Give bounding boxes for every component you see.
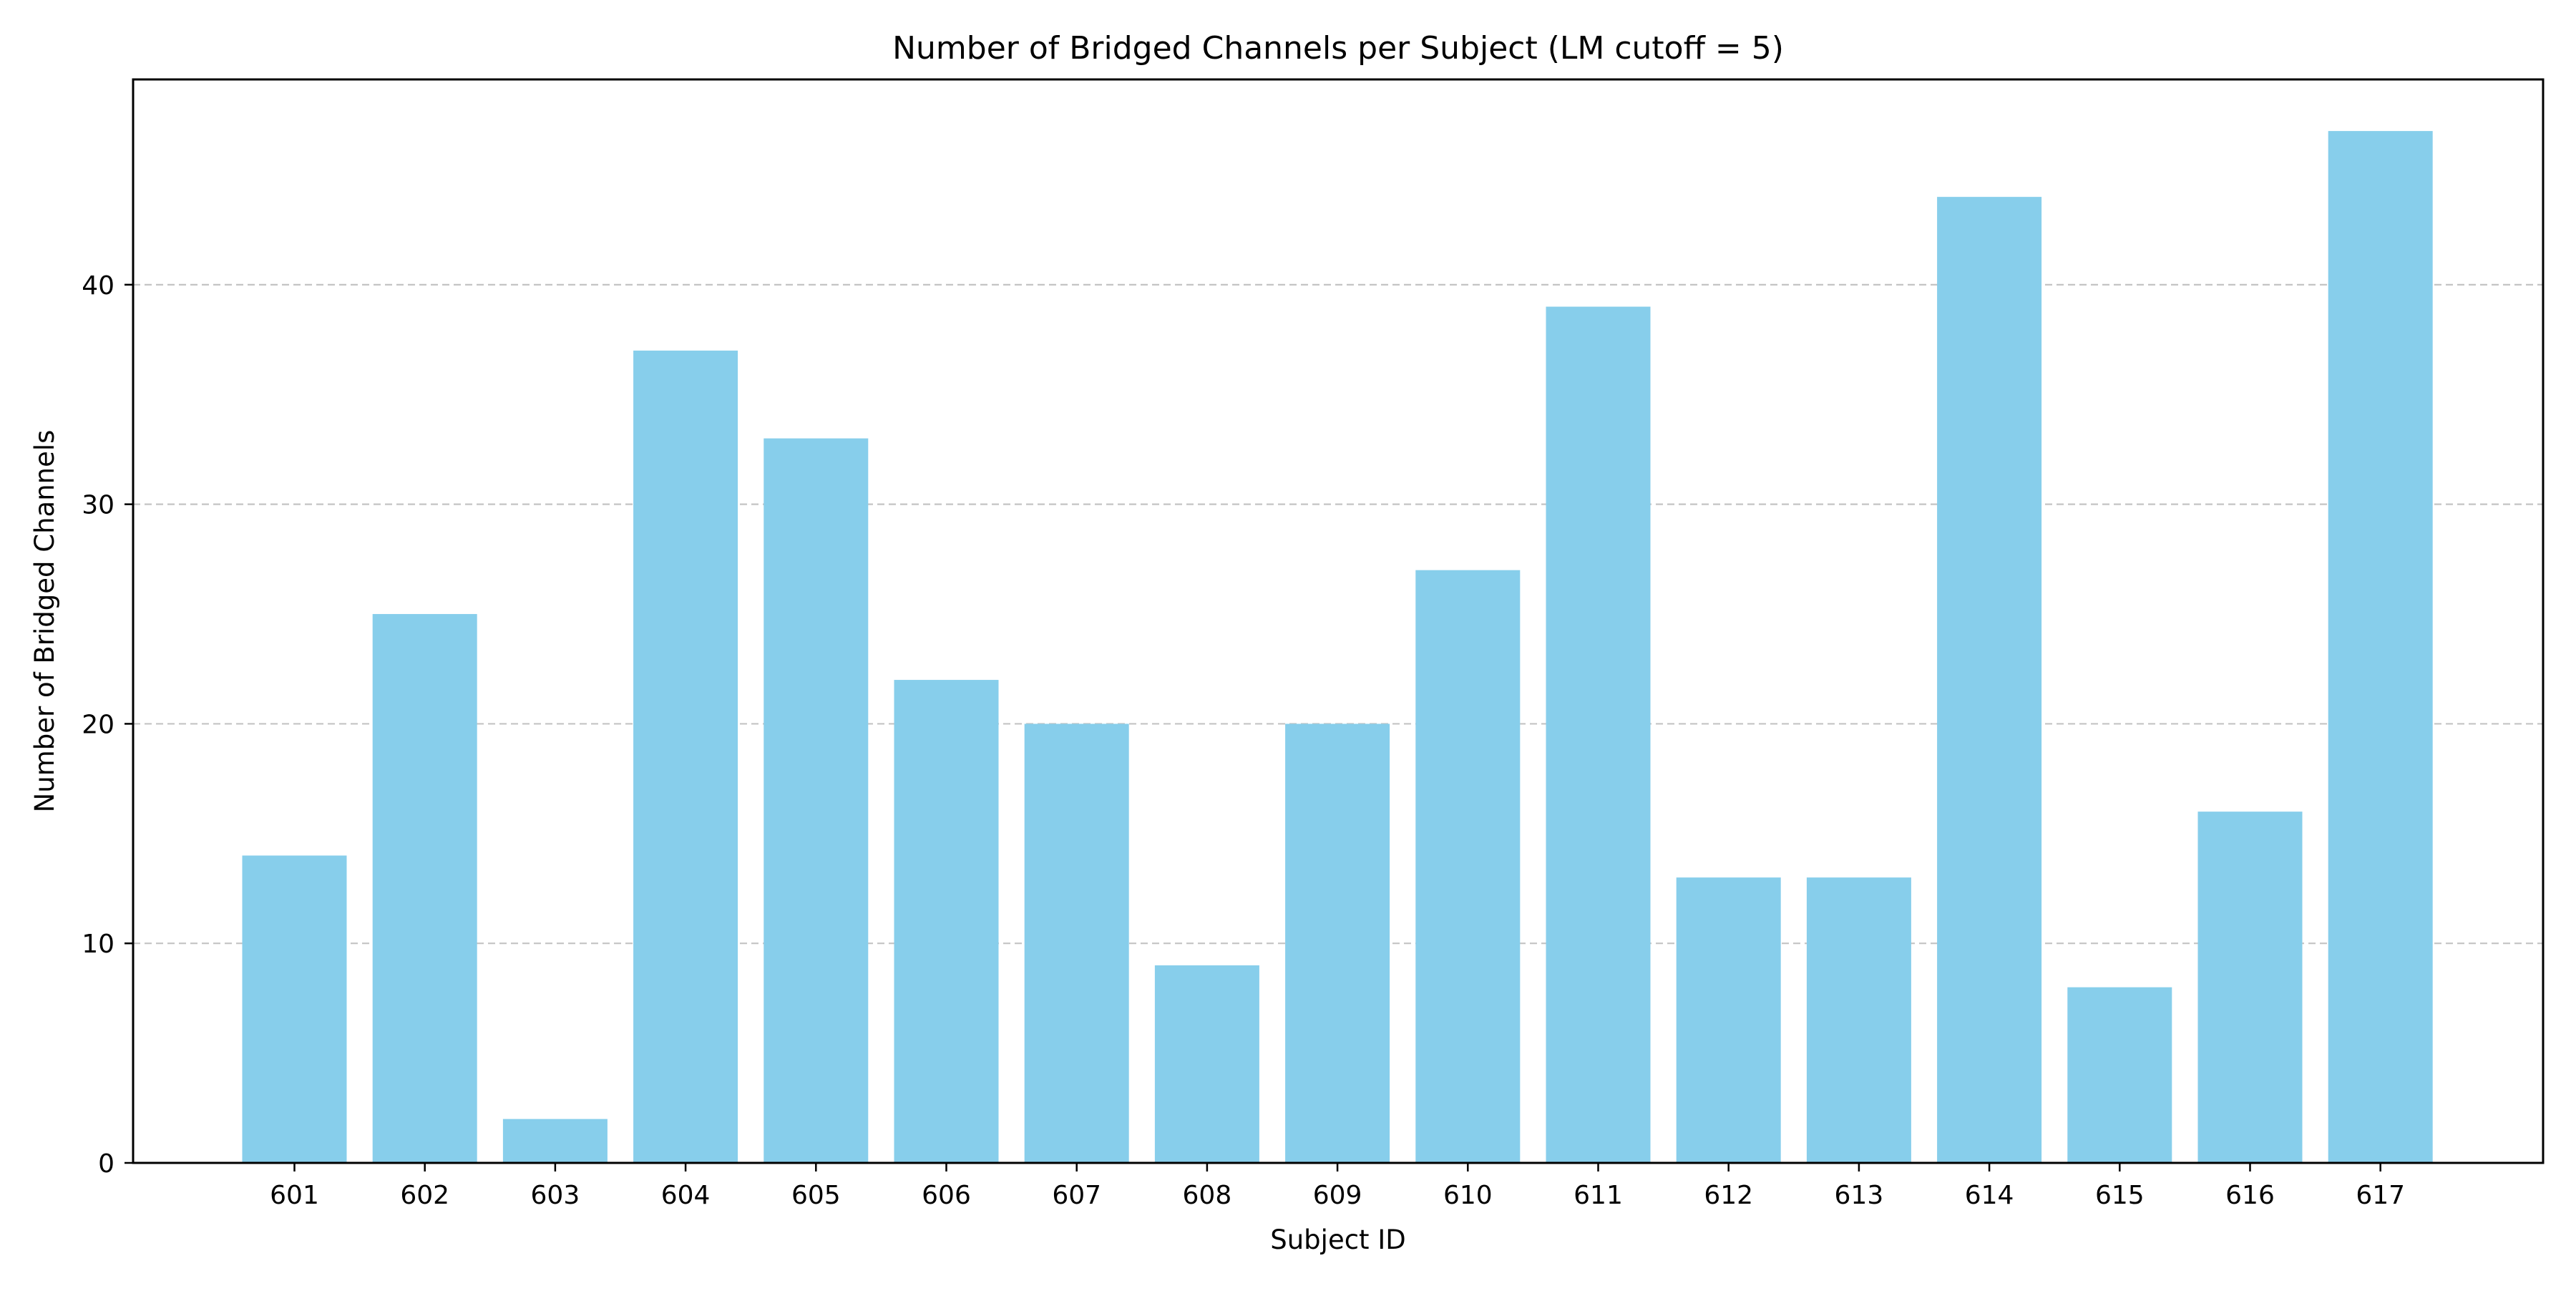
bar-611 xyxy=(1546,306,1651,1163)
x-tick-label: 609 xyxy=(1313,1181,1362,1210)
x-tick-label: 608 xyxy=(1183,1181,1232,1210)
bar-602 xyxy=(372,614,477,1163)
bar-605 xyxy=(763,438,869,1163)
x-tick-label: 607 xyxy=(1052,1181,1101,1210)
x-tick-label: 612 xyxy=(1704,1181,1753,1210)
x-tick-label: 603 xyxy=(531,1181,580,1210)
bar-613 xyxy=(1806,877,1911,1163)
x-tick-label: 616 xyxy=(2225,1181,2275,1210)
bar-604 xyxy=(633,350,738,1163)
bar-603 xyxy=(502,1119,608,1163)
x-tick-label: 613 xyxy=(1835,1181,1884,1210)
y-tick-label: 20 xyxy=(82,710,114,739)
bar-609 xyxy=(1285,724,1390,1163)
bar-606 xyxy=(894,680,999,1163)
x-tick-label: 606 xyxy=(922,1181,971,1210)
bar-612 xyxy=(1676,877,1781,1163)
x-tick-label: 601 xyxy=(270,1181,319,1210)
x-tick-label: 604 xyxy=(661,1181,711,1210)
x-tick-label: 602 xyxy=(400,1181,449,1210)
bar-614 xyxy=(1937,197,2042,1163)
x-axis-ticks: 601 602 603 604 605 606 607 608 609 610 611 612 613 6… xyxy=(270,1163,2405,1210)
y-tick-label: 10 xyxy=(82,930,114,959)
bar-615 xyxy=(2067,987,2172,1163)
x-tick-label: 617 xyxy=(2356,1181,2405,1210)
y-axis-label: Number of Bridged Channels xyxy=(29,430,60,813)
bar-601 xyxy=(242,855,347,1163)
bars xyxy=(242,131,2433,1164)
x-axis-label: Subject ID xyxy=(1270,1224,1405,1255)
x-tick-label: 610 xyxy=(1443,1181,1493,1210)
bar-607 xyxy=(1024,724,1129,1163)
x-tick-label: 615 xyxy=(2095,1181,2145,1210)
bar-608 xyxy=(1154,965,1259,1163)
y-tick-label: 40 xyxy=(82,271,114,301)
x-tick-label: 614 xyxy=(1965,1181,2014,1210)
bar-610 xyxy=(1415,570,1521,1163)
y-axis-ticks: 0 10 20 30 40 xyxy=(82,271,133,1179)
y-tick-label: 0 xyxy=(98,1149,114,1179)
x-tick-label: 611 xyxy=(1574,1181,1623,1210)
y-tick-label: 30 xyxy=(82,491,114,520)
x-tick-label: 605 xyxy=(791,1181,841,1210)
bar-616 xyxy=(2197,812,2303,1163)
chart-title: Number of Bridged Channels per Subject (… xyxy=(892,30,1784,67)
bar-617 xyxy=(2328,131,2433,1164)
